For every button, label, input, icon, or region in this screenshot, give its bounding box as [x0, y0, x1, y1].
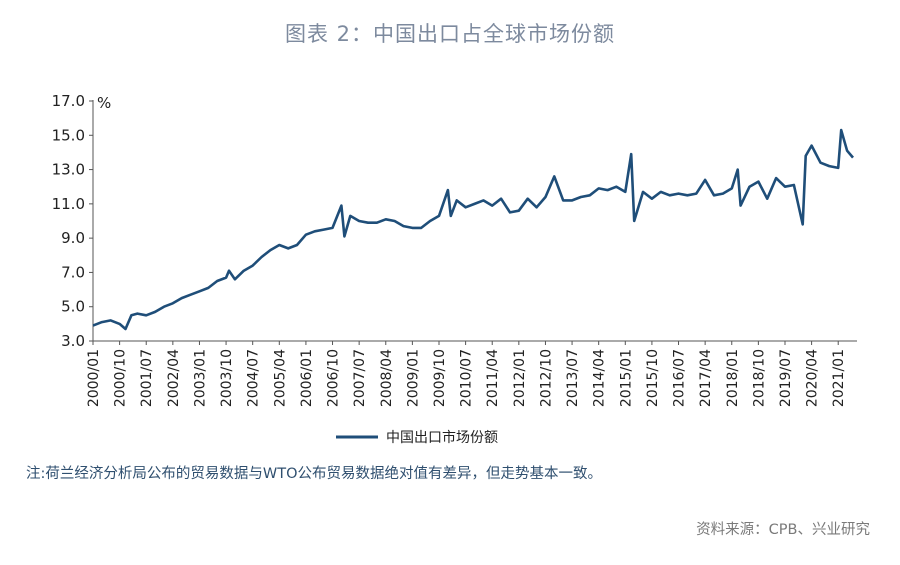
y-tick-label: 15.0	[52, 126, 85, 144]
y-tick-label: 7.0	[61, 263, 85, 281]
x-tick-label: 2002/04	[166, 349, 182, 407]
x-tick-label: 2006/10	[326, 349, 342, 407]
x-tick-label: 2010/07	[459, 349, 475, 407]
footnote: 注:荷兰经济分析局公布的贸易数据与WTO公布贸易数据绝对值有差异，但走势基本一致…	[26, 466, 602, 482]
x-tick-label: 2020/04	[805, 349, 821, 407]
x-tick-label: 2003/01	[192, 349, 208, 407]
x-tick-label: 2001/07	[139, 349, 155, 407]
x-tick-label: 2003/10	[219, 349, 235, 407]
x-tick-label: 2014/04	[592, 349, 608, 407]
x-tick-label: 2011/04	[485, 349, 501, 407]
x-tick-label: 2009/10	[432, 349, 448, 407]
x-tick-label: 2018/01	[725, 349, 741, 407]
y-tick-label: 11.0	[52, 195, 85, 213]
y-ticks: 3.0 5.0 7.0 9.0 11.0 13.0 15.0 17.0	[52, 92, 93, 350]
x-tick-label: 2019/07	[778, 349, 794, 407]
y-tick-label: 5.0	[61, 298, 85, 316]
y-tick-label: 13.0	[52, 161, 85, 179]
x-tick-label: 2007/07	[352, 349, 368, 407]
x-tick-label: 2000/01	[86, 349, 102, 407]
x-tick-label: 2013/07	[565, 349, 581, 407]
y-tick-label: 9.0	[61, 229, 85, 247]
x-ticks: 2000/01 2000/10 2001/07 2002/04 2003/01 2003/…	[86, 341, 847, 407]
x-tick-label: 2008/04	[379, 349, 395, 407]
x-tick-label: 2005/04	[272, 349, 288, 407]
x-tick-label: 2021/01	[831, 349, 847, 407]
x-tick-label: 2015/10	[645, 349, 661, 407]
chart: 3.05.07.09.011.013.015.017.0 2000/01 2000…	[52, 92, 857, 446]
series-group	[92, 128, 854, 331]
x-tick-label: 2017/04	[698, 349, 714, 407]
x-tick-label: 2018/10	[751, 349, 767, 407]
legend: 中国出口市场份额	[336, 429, 498, 446]
source-label: 资料来源：CPB、兴业研究	[696, 522, 870, 538]
y-axis-unit: %	[97, 94, 111, 112]
legend-label: 中国出口市场份额	[386, 429, 498, 446]
x-tick-label: 2004/07	[246, 349, 262, 407]
x-tick-label: 2016/07	[672, 349, 688, 407]
series-line	[92, 128, 854, 331]
x-tick-label: 2009/01	[405, 349, 421, 407]
chart-title: 图表 2：中国出口占全球市场份额	[284, 22, 616, 46]
y-tick-label: 17.0	[52, 92, 85, 110]
x-tick-label: 2006/01	[299, 349, 315, 407]
x-tick-label: 2015/01	[618, 349, 634, 407]
x-tick-label: 2012/10	[538, 349, 554, 407]
y-tick-label: 3.0	[61, 332, 85, 350]
x-tick-label: 2012/01	[512, 349, 528, 407]
x-tick-label: 2000/10	[113, 349, 129, 407]
